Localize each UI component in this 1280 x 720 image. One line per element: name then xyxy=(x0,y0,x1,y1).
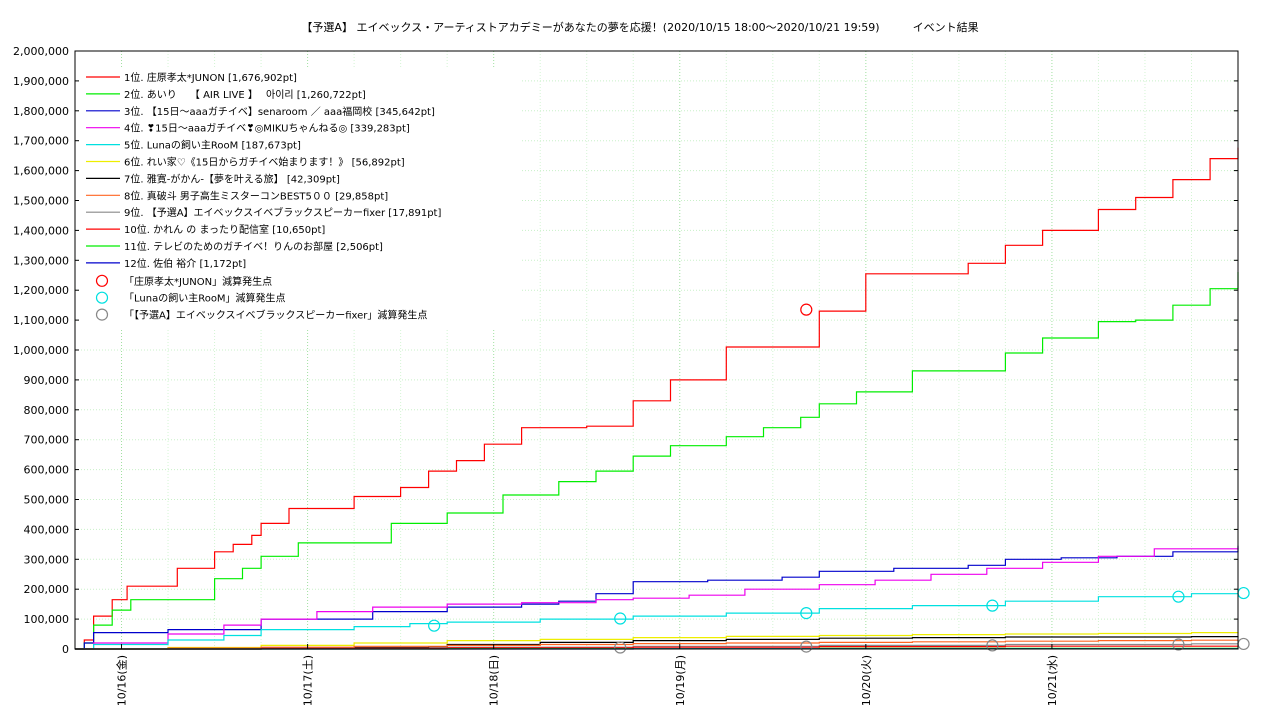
y-tick-label: 1,300,000 xyxy=(13,254,69,267)
x-tick-label: 10/18(日) xyxy=(488,655,501,706)
y-tick-label: 1,500,000 xyxy=(13,195,69,208)
legend-label: 9位. 【予選A】エイベックスイベブラックスピーカーfixer [17,891p… xyxy=(124,206,441,219)
legend-label: 6位. れい家♡《15日からガチイベ始まります！》 [56,892pt] xyxy=(124,156,405,169)
legend-marker xyxy=(95,308,109,321)
series-line xyxy=(75,592,1239,650)
series-line xyxy=(75,632,1239,650)
y-tick-label: 1,900,000 xyxy=(13,75,69,88)
legend-label: 3位. 【15日〜aaaガチイベ】senaroom ／ aaa福岡校 [345,… xyxy=(124,105,435,118)
series-line xyxy=(75,272,1239,650)
y-tick-label: 100,000 xyxy=(24,613,70,626)
x-tick-label: 10/19(月) xyxy=(674,655,687,706)
legend-label: 10位. かれん の まったり配信室 [10,650pt] xyxy=(124,223,325,236)
marker-point xyxy=(800,303,813,316)
y-tick-label: 1,700,000 xyxy=(13,135,69,148)
y-tick-label: 600,000 xyxy=(24,464,70,477)
y-tick-label: 2,000,000 xyxy=(13,45,69,58)
y-axis: 0 100,000 200,000 300,000 400,000 500,000 600,… xyxy=(13,45,1238,656)
marker-point xyxy=(986,639,999,652)
legend-label: 12位. 佐伯 裕介 [1,172pt] xyxy=(124,257,246,270)
legend-label: 11位. テレビのためのガチイベ！りんのお部屋 [2,506pt] xyxy=(124,240,383,253)
marker-point xyxy=(614,612,627,625)
x-axis: 10/16(金) 10/17(土) 10/18(日) 10/19(月) 10/20(火)… xyxy=(115,644,1059,706)
marker-point xyxy=(428,619,441,632)
marker-point xyxy=(800,607,813,620)
legend-label: 4位. ❣15日〜aaaガチイベ❣◎MIKUちゃんねる◎ [339,283pt] xyxy=(124,122,410,135)
y-tick-label: 400,000 xyxy=(24,523,70,536)
series-line xyxy=(75,547,1239,650)
x-tick-label: 10/16(金) xyxy=(115,655,129,706)
marker-point xyxy=(1172,590,1185,603)
series-line xyxy=(75,545,1239,650)
x-tick-label: 10/20(火) xyxy=(860,655,873,706)
y-tick-label: 300,000 xyxy=(24,553,70,566)
legend-label: 8位. 真破斗 男子高生ミスターコンBEST5００ [29,858pt] xyxy=(124,189,388,202)
series-line xyxy=(75,147,1239,650)
legend: 1位. 庄原孝太*JUNON [1,676,902pt] 2位. あいり 【 AI… xyxy=(80,67,520,329)
deduction-markers xyxy=(428,303,1250,654)
chart-title: 【予選A】 エイベックス・アーティストアカデミーがあなたの夢を応援！(2020/… xyxy=(301,21,979,34)
y-tick-label: 1,000,000 xyxy=(13,344,69,357)
legend-label: 「Lunaの飼い主RooM」減算発生点 xyxy=(124,292,286,305)
x-tick-label: 10/21(水) xyxy=(1046,655,1059,706)
marker-point xyxy=(1237,637,1250,651)
y-tick-label: 1,100,000 xyxy=(13,314,69,327)
legend-label: 「【予選A】エイベックスイベブラックスピーカーfixer」減算発生点 xyxy=(124,309,427,322)
y-tick-label: 200,000 xyxy=(24,583,70,596)
marker-point xyxy=(614,641,627,654)
y-tick-label: 800,000 xyxy=(24,404,70,417)
y-tick-label: 1,800,000 xyxy=(13,105,69,118)
marker-point xyxy=(1172,638,1185,651)
marker-point xyxy=(800,640,813,653)
legend-label: 1位. 庄原孝太*JUNON [1,676,902pt] xyxy=(124,71,297,84)
y-tick-label: 1,400,000 xyxy=(13,224,69,237)
y-tick-label: 700,000 xyxy=(24,434,70,447)
legend-label: 7位. 雅寛-がかん-【夢を叶える旅】 [42,309pt] xyxy=(124,172,340,185)
y-tick-label: 900,000 xyxy=(24,374,70,387)
x-tick-label: 10/17(土) xyxy=(302,655,315,706)
y-tick-label: 1,200,000 xyxy=(13,284,69,297)
legend-label: 2位. あいり 【 AIR LIVE 】 아이리 [1,260,722pt] xyxy=(124,88,366,101)
series-line xyxy=(75,639,1239,650)
marker-point xyxy=(1237,586,1250,600)
legend-label: 5位. Lunaの飼い主RooM [187,673pt] xyxy=(124,139,301,152)
legend-box xyxy=(80,67,520,329)
legend-marker xyxy=(95,291,109,304)
legend-label: 「庄原孝太*JUNON」減算発生点 xyxy=(124,275,272,288)
y-tick-label: 1,600,000 xyxy=(13,165,69,178)
y-tick-label: 500,000 xyxy=(24,494,70,507)
y-tick-label: 0 xyxy=(62,643,69,656)
legend-marker xyxy=(95,274,109,287)
marker-point xyxy=(986,599,999,612)
